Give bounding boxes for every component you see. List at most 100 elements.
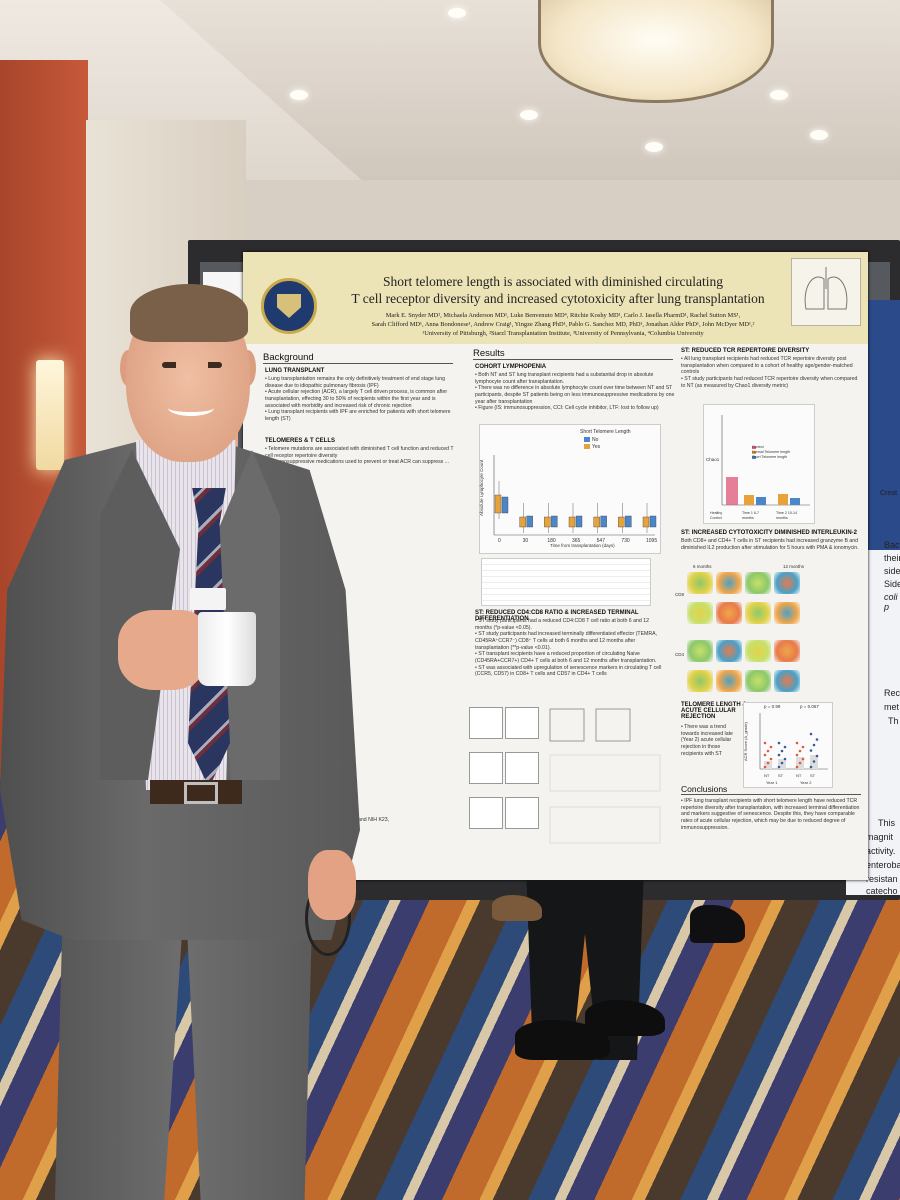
lung-transplant-text: • Lung transplantation remains the only … — [265, 376, 451, 422]
boxplot-tick-label: 1095 — [646, 538, 657, 544]
neighbor-text: their — [884, 553, 900, 563]
acr-dot — [777, 765, 781, 769]
cd4cd8-text: • ST study participants had a reduced CD… — [475, 618, 662, 678]
acr-ylabel: ACR Score (A_grade) — [742, 722, 748, 762]
conclusions-text: • IPF lung transplant recipients with sh… — [681, 798, 860, 831]
tcr-diversity-svg — [721, 415, 810, 506]
boxplot-box-no — [501, 496, 509, 514]
acr-tick: NT — [764, 773, 770, 778]
acr-dot — [809, 765, 813, 769]
legend-title: Short Telomere Length — [580, 429, 631, 435]
heatmap-tile — [745, 572, 771, 594]
neighbor-text: catecho — [866, 886, 898, 896]
heatmap-tile — [687, 670, 713, 692]
legend-yes: Yes — [592, 444, 601, 450]
acr-dot — [769, 745, 773, 749]
neighbor-text: side — [884, 566, 900, 576]
man-hair — [130, 284, 248, 342]
ceiling-light — [770, 90, 788, 100]
tcr-legend: Control — [752, 445, 764, 449]
boxplot-box-yes — [544, 516, 551, 528]
white-coffee-mug — [198, 612, 256, 686]
flow-plot — [469, 797, 503, 829]
boxplot-box-yes — [568, 516, 576, 528]
neighbor-text: resistan — [866, 874, 898, 884]
acr-dot — [809, 749, 813, 752]
heatmap-tile — [774, 572, 800, 594]
boxplot-box-no — [600, 515, 607, 528]
acr-dotplot-svg — [759, 713, 828, 770]
seal-shield — [277, 294, 301, 318]
neighbor-text: met — [884, 702, 900, 712]
poster-title-line1: Short telomere length is associated with… — [382, 274, 724, 289]
cohort-heading: COHORT LYMPHOPENIA — [475, 364, 547, 370]
wall-sconce — [36, 360, 64, 470]
name-badge — [190, 588, 226, 610]
tcr-legend-swatch — [752, 451, 756, 454]
ceiling-light — [810, 130, 828, 140]
neighbor-text: coli p — [884, 592, 898, 612]
man-hand — [308, 850, 356, 920]
acr-dot — [777, 741, 781, 745]
neighbor-text: Side — [884, 579, 900, 589]
flow-plot — [505, 707, 539, 739]
heatmap-tile — [774, 602, 800, 624]
neighbor-text: enteroba — [866, 860, 900, 870]
tcr-bar — [778, 494, 788, 505]
man-smile — [168, 400, 214, 416]
heatmap-tile — [716, 572, 742, 594]
acr-dot — [812, 743, 816, 747]
heatmap-tile — [716, 670, 742, 692]
neighbor-text: This — [878, 818, 896, 828]
poster-title-line2: T cell receptor diversity and increased … — [351, 291, 765, 306]
belt-buckle — [184, 782, 218, 804]
tcr-bar — [726, 477, 738, 505]
boxplot-box-no — [575, 515, 583, 528]
boxplot-box-yes — [494, 494, 502, 514]
acr-dot — [763, 741, 767, 745]
lung-sketch-icon — [804, 267, 848, 310]
ceiling-light — [520, 110, 538, 120]
black-heel-shoe — [690, 905, 745, 943]
lymphocyte-boxplot: 0 30 180 365 547 730 1095 Short Telomere Lengt… — [479, 424, 661, 554]
lanyard-cord — [305, 880, 351, 956]
tcr-bar — [790, 498, 800, 505]
neighbor-poster-band — [864, 300, 900, 550]
il2-text: Both CD8+ and CD4+ T cells in ST recipie… — [681, 538, 859, 551]
acr-dot — [795, 741, 799, 745]
heatmap-tile — [687, 602, 713, 624]
boxplot-xlabel: Time from transplantation (days) — [550, 543, 615, 548]
cd4cd8-heading: ST: REDUCED CD4:CD8 RATIO & INCREASED TE… — [475, 610, 639, 622]
acr-dot — [798, 761, 802, 765]
boxplot-tick-label: 547 — [597, 538, 606, 544]
boxplot-tick-label: 730 — [621, 538, 630, 544]
flow-plot — [469, 707, 503, 739]
acr-dot — [777, 753, 781, 757]
black-shoe — [585, 1000, 665, 1036]
acr-dot — [763, 753, 767, 757]
acr-dot — [801, 757, 805, 761]
heatmap-tile — [716, 602, 742, 624]
tcr-tick: Time 2 10-14 months — [776, 511, 798, 520]
brown-shoe — [492, 895, 542, 921]
boxplot-box-yes — [593, 516, 600, 528]
boxplot-box-yes — [618, 516, 625, 528]
acr-dot — [766, 761, 770, 765]
heatmap-tile — [745, 602, 771, 624]
tcr-ylabel: Chao1 — [706, 457, 720, 462]
tcr-diversity-chart: Chao1 Control Normal Telomere length Sho… — [703, 404, 815, 524]
acr-dot — [795, 753, 799, 757]
tcr-tick: Healthy Control — [710, 511, 723, 520]
acr-dot — [780, 749, 784, 753]
tcr-legend-swatch — [752, 446, 756, 449]
boxplot-box-no — [526, 515, 533, 528]
lung-transplant-heading: LUNG TRANSPLANT — [265, 368, 325, 374]
ceiling-light — [448, 8, 466, 18]
boxplot-tick-label: 180 — [547, 538, 556, 544]
tcr-bar — [756, 497, 766, 505]
boxplot-tick-label: 365 — [572, 538, 581, 544]
acr-year: Year 2 — [800, 780, 812, 785]
boxplot-tick-label: 0 — [498, 538, 501, 544]
boxplot-box-no — [625, 515, 632, 528]
tcr-text: • All lung transplant recipients had red… — [681, 356, 858, 389]
